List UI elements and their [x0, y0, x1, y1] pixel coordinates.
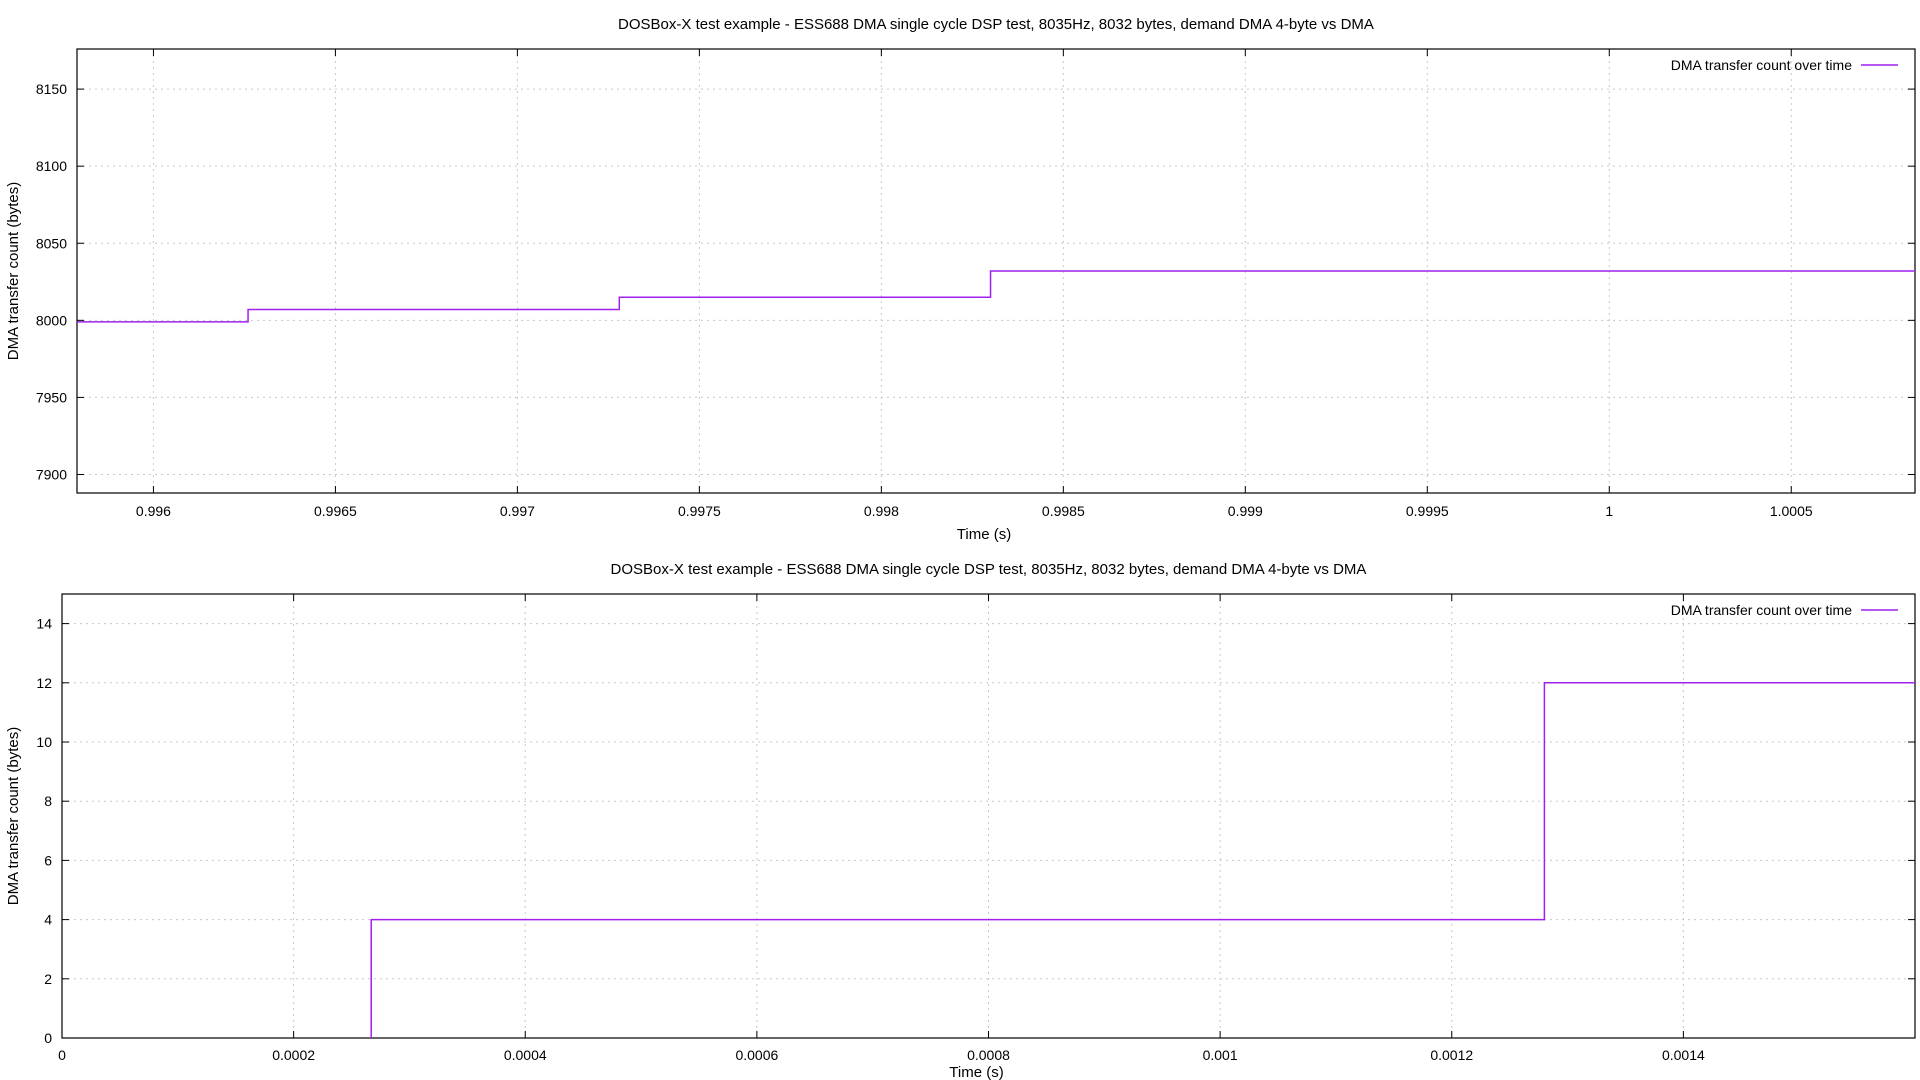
- y-tick-label: 14: [36, 616, 52, 632]
- x-tick-label: 0.9995: [1406, 503, 1449, 519]
- y-tick-label: 8: [44, 793, 52, 809]
- x-tick-label: 0.0004: [504, 1047, 547, 1063]
- series-line: [370, 682, 1915, 1038]
- x-tick-label: 0.0002: [272, 1047, 315, 1063]
- y-tick-label: 10: [36, 734, 52, 750]
- x-tick-label: 0.9985: [1042, 503, 1085, 519]
- y-axis-label: DMA transfer count (bytes): [5, 182, 22, 360]
- x-tick-label: 0.0006: [735, 1047, 778, 1063]
- x-tick-label: 0.999: [1228, 503, 1263, 519]
- y-tick-label: 7900: [36, 467, 67, 483]
- chart-title: DOSBox-X test example - ESS688 DMA singl…: [618, 16, 1374, 33]
- chart-title: DOSBox-X test example - ESS688 DMA singl…: [611, 561, 1367, 578]
- y-tick-label: 7950: [36, 389, 67, 405]
- y-tick-label: 8150: [36, 81, 67, 97]
- legend-label: DMA transfer count over time: [1671, 57, 1853, 73]
- y-tick-label: 8050: [36, 235, 67, 251]
- y-axis-label: DMA transfer count (bytes): [5, 727, 22, 905]
- y-tick-label: 4: [44, 912, 52, 928]
- series-line: [77, 270, 1915, 323]
- chart-panel-2: DOSBox-X test example - ESS688 DMA singl…: [5, 561, 1916, 1080]
- y-tick-label: 6: [44, 852, 52, 868]
- x-tick-label: 0.9965: [314, 503, 357, 519]
- y-tick-label: 8100: [36, 158, 67, 174]
- x-tick-label: 0.0008: [967, 1047, 1010, 1063]
- x-axis-label: Time (s): [949, 1064, 1003, 1080]
- x-tick-label: 0.996: [136, 503, 171, 519]
- x-axis-label: Time (s): [957, 526, 1011, 543]
- x-tick-label: 0: [58, 1047, 66, 1063]
- y-tick-label: 0: [44, 1030, 52, 1046]
- x-tick-label: 1: [1605, 503, 1613, 519]
- x-tick-label: 0.0012: [1430, 1047, 1473, 1063]
- y-tick-label: 12: [36, 675, 52, 691]
- legend-label: DMA transfer count over time: [1671, 602, 1853, 618]
- x-tick-label: 1.0005: [1770, 503, 1813, 519]
- x-tick-label: 0.998: [864, 503, 899, 519]
- chart-panel-1: DOSBox-X test example - ESS688 DMA singl…: [5, 16, 1916, 543]
- x-tick-label: 0.997: [500, 503, 535, 519]
- x-tick-label: 0.9975: [678, 503, 721, 519]
- x-tick-label: 0.001: [1203, 1047, 1238, 1063]
- y-tick-label: 8000: [36, 312, 67, 328]
- y-tick-label: 2: [44, 971, 52, 987]
- x-tick-label: 0.0014: [1662, 1047, 1705, 1063]
